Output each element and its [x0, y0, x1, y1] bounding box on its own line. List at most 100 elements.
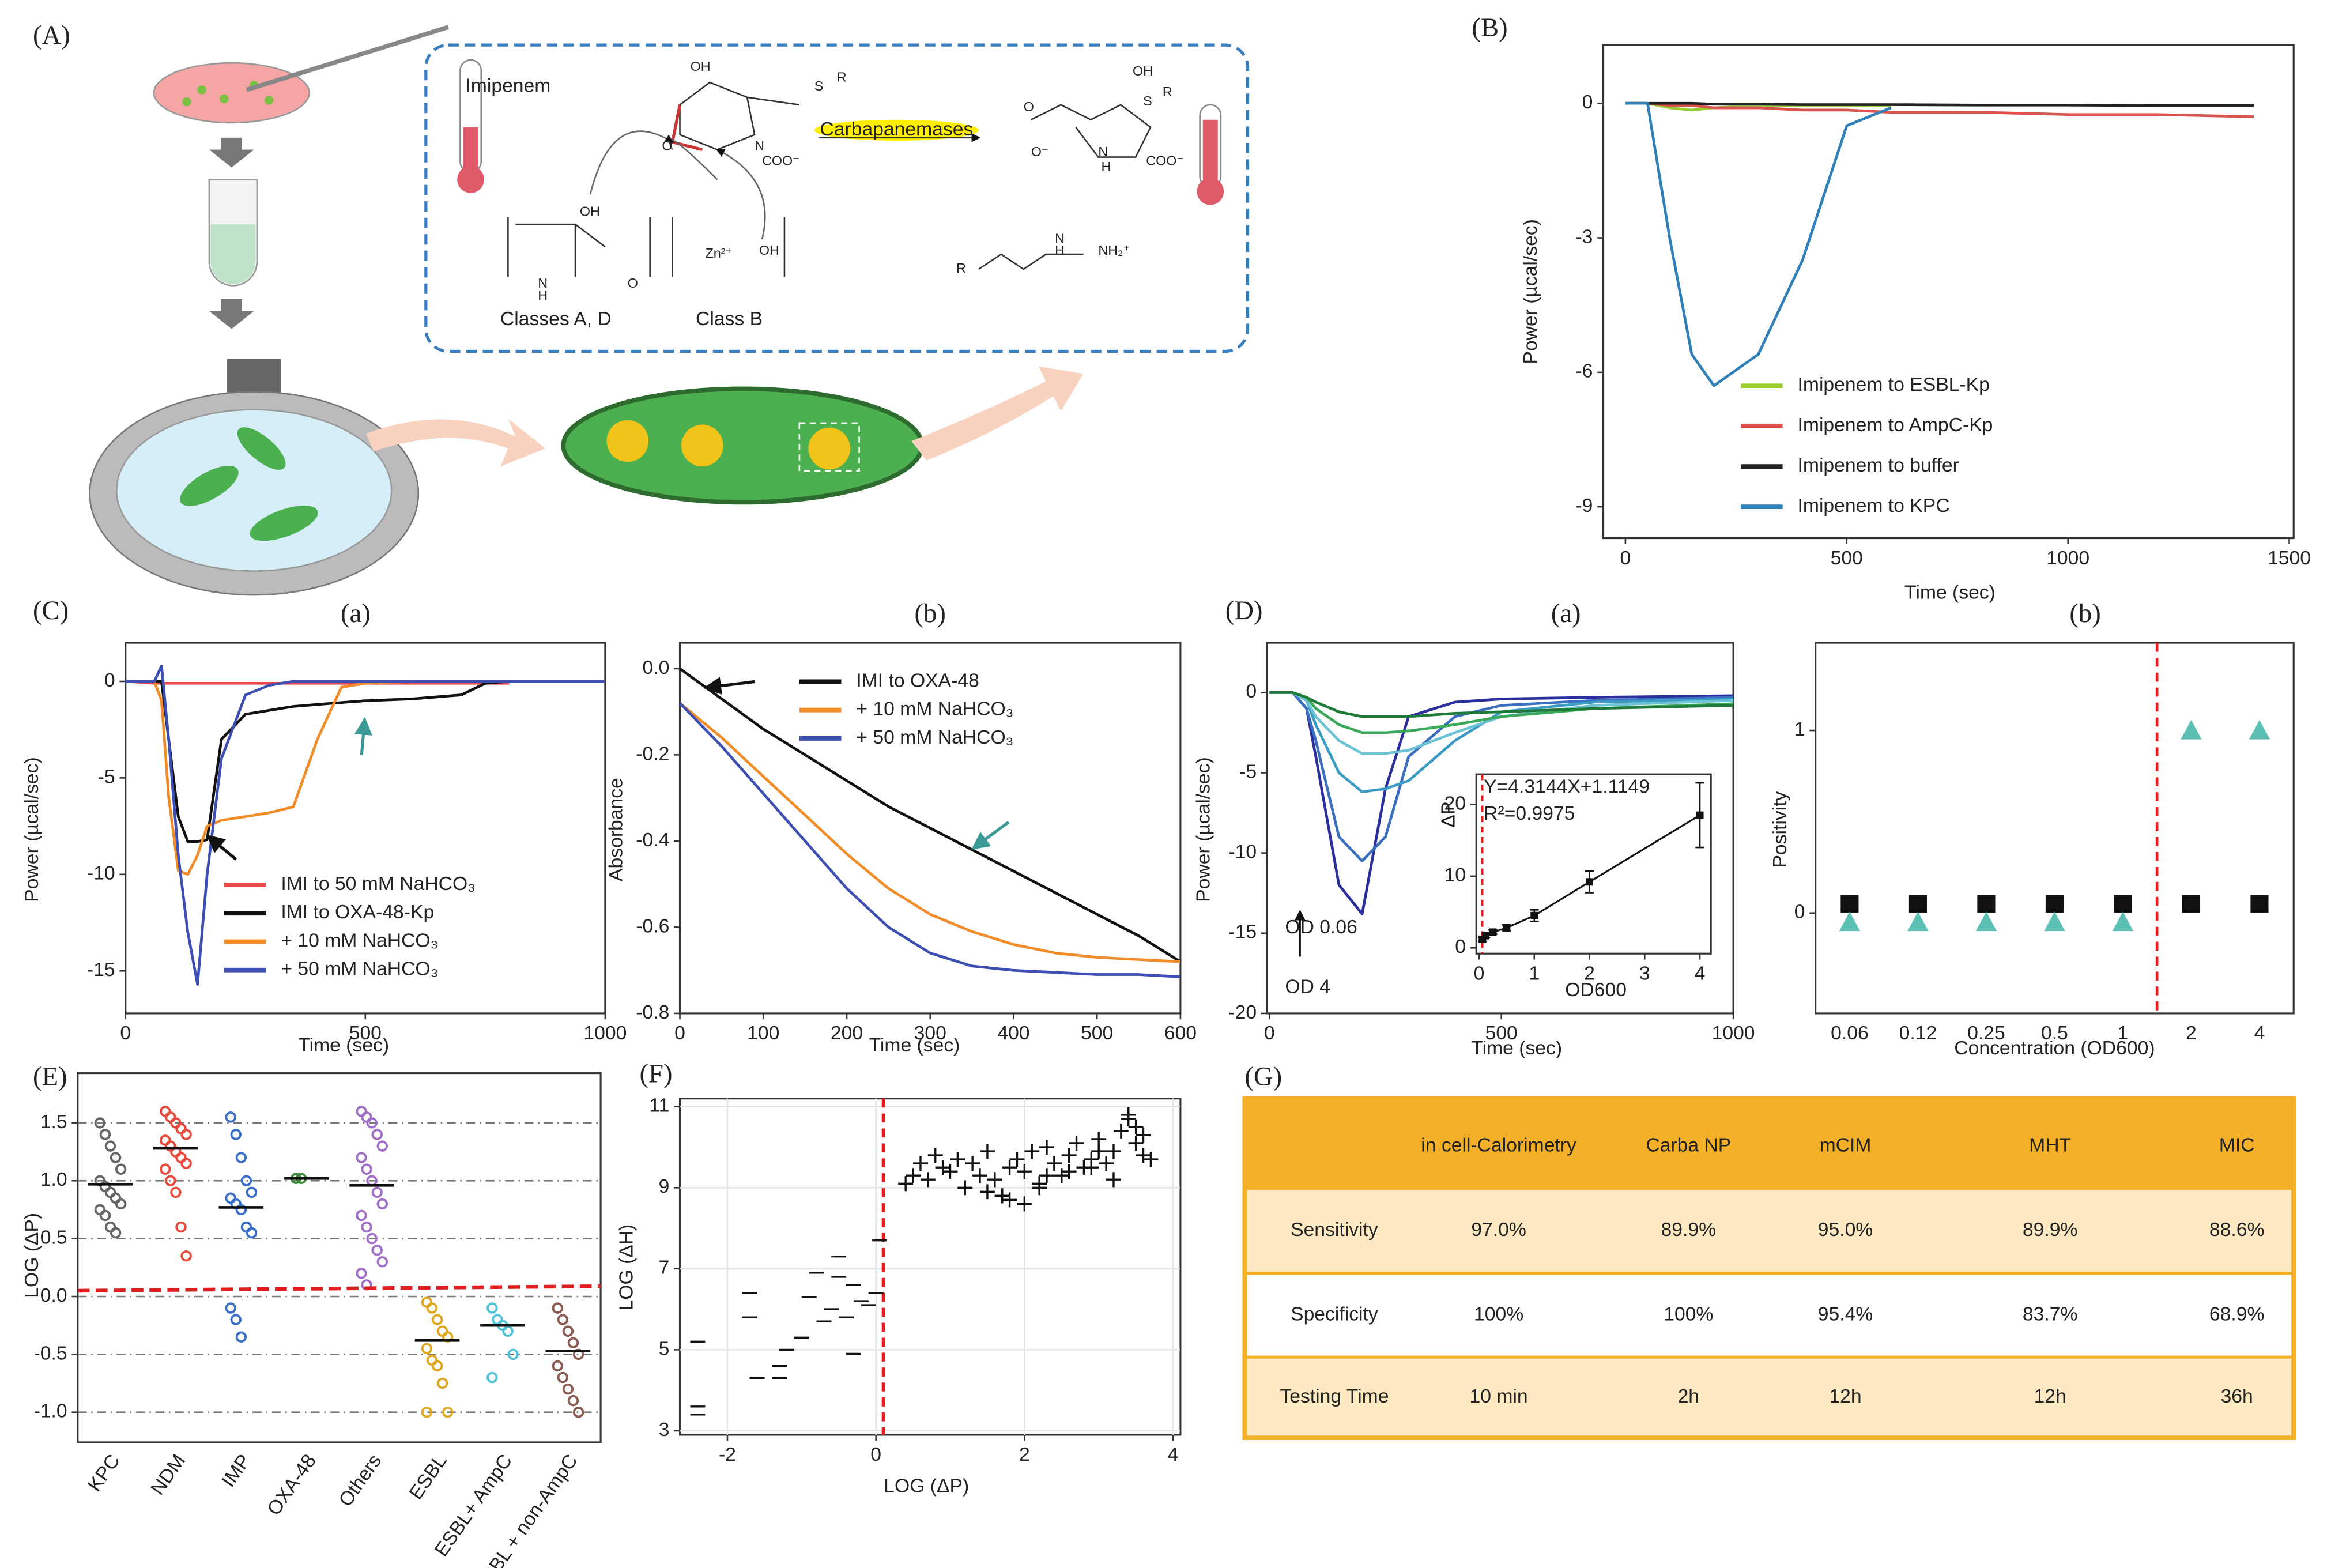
point — [1002, 1160, 1017, 1175]
point — [235, 1152, 247, 1163]
point — [1106, 1172, 1121, 1188]
y-tick-label: 20 — [1444, 792, 1466, 814]
point — [942, 1164, 958, 1179]
table-cell: 2h — [1678, 1385, 1699, 1407]
point — [376, 1198, 388, 1210]
table-header: MIC — [2219, 1134, 2255, 1156]
structure-text: O⁻ — [1031, 144, 1048, 159]
point — [1121, 1107, 1136, 1122]
chart: 0 -5 -10 -15 0 500 1000 Time (sec) Power (µcal/s… — [21, 642, 627, 1056]
y-tick-label: -1.0 — [34, 1400, 67, 1422]
x-tick-label: 2 — [2186, 1022, 2197, 1044]
table-cell: 83.7% — [2023, 1303, 2078, 1325]
chart: 0 1 0.06 0.12 0.25 0.5 1 2 4 Concentration (OD600… — [1769, 642, 2295, 1059]
point — [99, 1209, 111, 1222]
chart: 0.0 -0.2 -0.4 -0.6 -0.80 100 200 300 400 500 600 Ti… — [605, 642, 1197, 1056]
series-line — [678, 702, 1181, 978]
point — [898, 1176, 914, 1192]
panel-label: (a) — [1551, 598, 1581, 628]
point — [965, 1156, 980, 1171]
table-header: Carba NP — [1646, 1134, 1731, 1156]
point — [1039, 1168, 1054, 1183]
y-tick-label: -0.4 — [636, 829, 669, 851]
y-tick-label: -10 — [1228, 841, 1257, 863]
series-line — [125, 680, 510, 685]
table-cell: 89.9% — [2023, 1219, 2078, 1241]
y-tick-label: 0.5 — [40, 1227, 67, 1249]
structure-text: N — [1055, 231, 1065, 246]
point — [110, 1227, 122, 1239]
x-tick-label: 0.12 — [1899, 1022, 1937, 1044]
table-cell: 10 min — [1470, 1385, 1528, 1407]
arrow — [209, 299, 254, 329]
structure-text: R — [1163, 84, 1172, 99]
point — [1046, 1156, 1062, 1171]
panel-label: (b) — [914, 598, 945, 628]
series-line — [1625, 101, 2254, 107]
x-tick-label: 0 — [1474, 962, 1485, 984]
point — [2045, 895, 2064, 913]
x-tick-label: OXA-48 — [263, 1450, 320, 1520]
point — [927, 1148, 943, 1163]
point — [1977, 895, 1996, 913]
x-tick-label: 1 — [2118, 1022, 2129, 1044]
table-header: mCIM — [1820, 1134, 1872, 1156]
y-tick-label: -0.2 — [636, 742, 669, 764]
enzyme — [814, 119, 979, 141]
point — [421, 1343, 433, 1355]
y-tick-label: -0.5 — [34, 1342, 67, 1364]
x-tick-label: 1000 — [1712, 1022, 1755, 1044]
structure-text: H — [1055, 243, 1065, 258]
x-axis-label: Time (sec) — [1904, 581, 1996, 603]
structure-text: OH — [759, 243, 779, 258]
x-tick-label: 0.25 — [1967, 1022, 2005, 1044]
structure-text: N — [538, 276, 548, 291]
diagram-label: Class B — [696, 308, 763, 330]
point — [426, 1302, 438, 1314]
structure-text: O — [662, 138, 672, 153]
legend-label: IMI to 50 mM NaHCO₃ — [281, 873, 476, 895]
arrow — [911, 366, 1084, 461]
x-tick-label: 300 — [914, 1022, 946, 1044]
table-cell: 100% — [1664, 1303, 1713, 1325]
diagram-label: Imipenem — [465, 75, 550, 97]
x-tick-label: 0 — [120, 1022, 131, 1044]
table: in cell-Calorimetry Carba NP mCIM MHT MIC Sen… — [1242, 1096, 2296, 1441]
point — [110, 1152, 122, 1163]
y-tick-label: -0.8 — [636, 1001, 669, 1023]
point — [979, 1144, 995, 1159]
point — [572, 1407, 584, 1418]
table-cell: 12h — [2034, 1385, 2066, 1407]
point — [979, 1184, 995, 1200]
loop — [246, 25, 449, 92]
structure-text: NH₂⁺ — [1098, 243, 1130, 258]
point — [431, 1360, 443, 1372]
y-axis-label: LOG (ΔP) — [21, 1213, 43, 1298]
series-line — [679, 702, 1181, 963]
x-tick-label: 4 — [1168, 1443, 1179, 1465]
structure-text: R — [956, 261, 966, 276]
point — [104, 1140, 116, 1152]
y-tick-label: 0 — [104, 669, 115, 691]
point — [366, 1117, 378, 1129]
y-tick-label: 10 — [1444, 864, 1466, 886]
point — [180, 1158, 192, 1169]
point — [160, 1163, 171, 1175]
point — [246, 1186, 258, 1198]
point — [1084, 1160, 1099, 1175]
structure-text: S — [1143, 93, 1152, 108]
point — [2182, 895, 2200, 913]
y-tick-label: 0.0 — [40, 1284, 67, 1306]
table-cell: 95.4% — [1818, 1303, 1873, 1325]
legend-label: + 10 mM NaHCO₃ — [856, 698, 1013, 720]
table-cell: 68.9% — [2209, 1303, 2265, 1325]
panel-label: (C) — [33, 595, 69, 625]
panel-label: (G) — [1244, 1062, 1282, 1092]
panel-label: (a) — [341, 598, 371, 628]
point — [421, 1407, 433, 1418]
x-tick-label: KPC — [84, 1450, 125, 1496]
point — [957, 1180, 973, 1196]
structure-text: S — [814, 78, 824, 93]
structure-text: H — [538, 288, 548, 303]
point — [180, 1250, 192, 1262]
